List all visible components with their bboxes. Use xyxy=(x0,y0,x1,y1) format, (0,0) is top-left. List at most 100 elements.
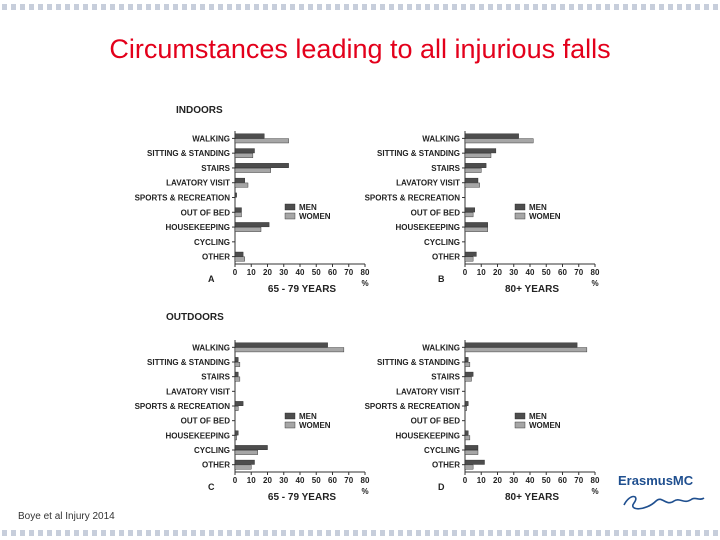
citation-text: Boye et al Injury 2014 xyxy=(18,511,115,522)
border-dash xyxy=(668,530,673,536)
border-dash xyxy=(668,4,673,10)
legend-swatch-women xyxy=(514,421,526,429)
x-tick-label: 80 xyxy=(361,268,370,277)
border-dash xyxy=(101,4,106,10)
x-tick-label: 70 xyxy=(574,268,583,277)
border-dash xyxy=(704,530,709,536)
x-tick-label: 40 xyxy=(526,268,535,277)
border-dash xyxy=(443,4,448,10)
bar-men xyxy=(234,192,237,198)
bar-women xyxy=(464,212,474,218)
x-tick-label: 20 xyxy=(263,476,272,485)
border-dash xyxy=(353,530,358,536)
bar-women xyxy=(234,256,245,262)
border-dash xyxy=(290,530,295,536)
border-dash xyxy=(173,530,178,536)
category-label: SITTING & STANDING xyxy=(377,149,460,158)
x-tick-label: 0 xyxy=(463,268,468,277)
border-dash xyxy=(164,4,169,10)
x-tick-label: 60 xyxy=(328,476,337,485)
border-dash xyxy=(569,4,574,10)
border-dash xyxy=(200,530,205,536)
top-dashed-border xyxy=(2,4,718,10)
x-tick-label: 70 xyxy=(574,476,583,485)
category-label: CYCLING xyxy=(194,446,230,455)
border-dash xyxy=(218,530,223,536)
border-dash xyxy=(578,4,583,10)
bar-men xyxy=(234,401,244,406)
bar-men xyxy=(464,401,469,406)
border-dash xyxy=(164,530,169,536)
bar-men xyxy=(234,445,268,450)
border-dash xyxy=(506,530,511,536)
category-label: OUT OF BED xyxy=(411,417,461,426)
border-dash xyxy=(605,4,610,10)
bar-women xyxy=(464,450,479,455)
category-label: OUT OF BED xyxy=(181,417,231,426)
border-dash xyxy=(533,4,538,10)
category-label: LAVATORY VISIT xyxy=(166,387,230,396)
bar-men xyxy=(234,430,239,436)
border-dash xyxy=(308,530,313,536)
category-label: CYCLING xyxy=(424,238,460,247)
border-dash xyxy=(425,530,430,536)
bar-women xyxy=(234,182,249,188)
border-dash xyxy=(353,4,358,10)
border-dash xyxy=(587,530,592,536)
border-dash xyxy=(641,4,646,10)
border-dash xyxy=(713,530,718,536)
border-dash xyxy=(587,4,592,10)
border-dash xyxy=(173,4,178,10)
border-dash xyxy=(605,530,610,536)
border-dash xyxy=(407,4,412,10)
unit-label: % xyxy=(591,487,598,496)
chart-panel-d: WALKING SITTING & STANDING STAIRS LAVATORY … xyxy=(365,340,600,503)
border-dash xyxy=(245,530,250,536)
border-dash xyxy=(65,4,70,10)
x-tick-label: 30 xyxy=(509,268,518,277)
category-label: LAVATORY VISIT xyxy=(396,387,460,396)
border-dash xyxy=(227,530,232,536)
border-dash xyxy=(551,530,556,536)
category-label: OTHER xyxy=(202,461,230,470)
border-dash xyxy=(227,4,232,10)
border-dash xyxy=(299,530,304,536)
border-dash xyxy=(182,530,187,536)
border-dash xyxy=(650,530,655,536)
border-dash xyxy=(533,530,538,536)
bar-men xyxy=(234,207,242,213)
category-label: OTHER xyxy=(432,253,460,262)
border-dash xyxy=(155,4,160,10)
border-dash xyxy=(461,530,466,536)
border-dash xyxy=(713,4,718,10)
border-dash xyxy=(11,4,16,10)
border-dash xyxy=(2,530,7,536)
border-dash xyxy=(317,530,322,536)
border-dash xyxy=(2,4,7,10)
bar-women xyxy=(464,464,474,470)
border-dash xyxy=(56,530,61,536)
logo-wordmark: ErasmusMC xyxy=(618,473,694,488)
border-dash xyxy=(20,4,25,10)
legend-label-men: MEN xyxy=(529,412,547,421)
border-dash xyxy=(488,530,493,536)
bar-women xyxy=(464,256,474,262)
border-dash xyxy=(128,4,133,10)
x-tick-label: 80 xyxy=(591,476,600,485)
border-dash xyxy=(524,4,529,10)
border-dash xyxy=(146,4,151,10)
x-tick-label: 40 xyxy=(296,476,305,485)
border-dash xyxy=(695,4,700,10)
category-label: SPORTS & RECREATION xyxy=(365,194,461,203)
border-dash xyxy=(146,530,151,536)
border-dash xyxy=(83,530,88,536)
bar-men xyxy=(234,163,289,168)
bar-women xyxy=(234,212,242,218)
x-tick-label: 80 xyxy=(591,268,600,277)
border-dash xyxy=(443,530,448,536)
legend-label-women: WOMEN xyxy=(299,212,331,221)
x-tick-label: 40 xyxy=(296,268,305,277)
border-dash xyxy=(488,4,493,10)
section-label-outdoors: OUTDOORS xyxy=(166,312,224,323)
category-label: HOUSEKEEPING xyxy=(166,431,230,440)
